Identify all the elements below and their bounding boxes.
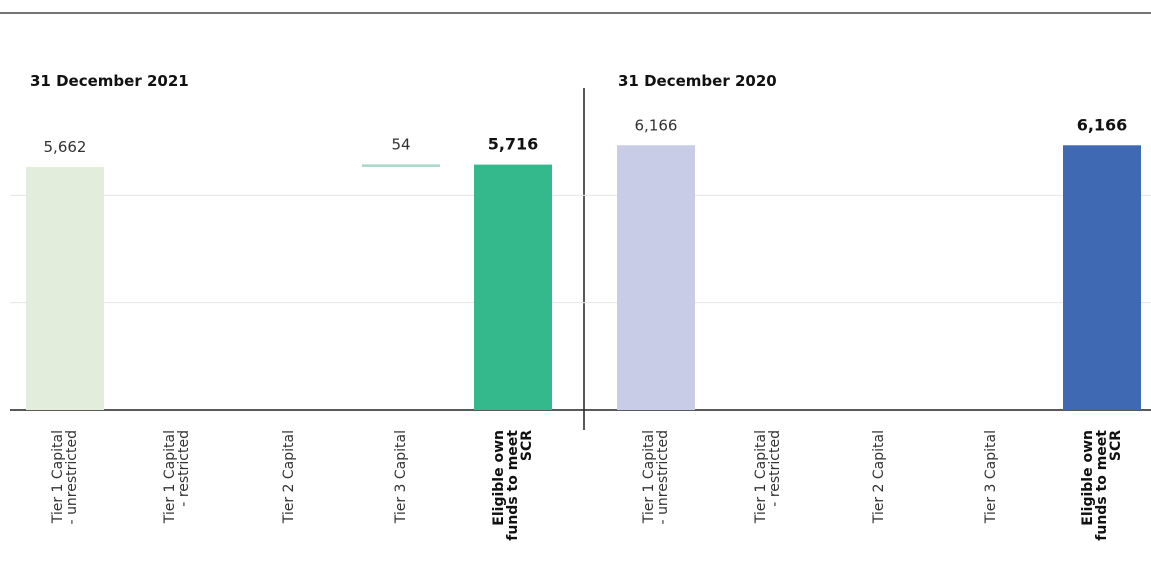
x-tick-label: Tier 2 Capital [281, 430, 297, 524]
x-tick-label: Tier 1 Capital - unrestricted [50, 430, 80, 525]
x-tick-label: Eligible own funds to meet SCR [491, 430, 535, 541]
bar [26, 166, 104, 410]
value-label: 6,166 [635, 116, 678, 134]
page: 31 December 2021 5,662 54 5,716 31 December … [0, 12, 1151, 541]
value-label: 54 [391, 135, 410, 153]
total-bar [1063, 145, 1141, 410]
panel-title: 31 December 2021 [30, 72, 189, 90]
x-tick-label: Tier 1 Capital - restricted [162, 430, 192, 524]
bar [617, 145, 695, 410]
x-tick-label: Tier 1 Capital - unrestricted [641, 430, 671, 525]
x-tick-label: Tier 2 Capital [871, 430, 887, 524]
value-label: 5,716 [488, 135, 539, 154]
bar [362, 164, 440, 167]
panel-title: 31 December 2020 [618, 72, 777, 90]
value-label: 5,662 [44, 138, 87, 156]
x-tick-label: Eligible own funds to meet SCR [1080, 430, 1124, 541]
x-tick-label: Tier 3 Capital [393, 430, 409, 524]
total-bar [474, 164, 552, 410]
chart: 31 December 2021 5,662 54 5,716 31 December … [0, 12, 1151, 430]
x-tick-label: Tier 3 Capital [982, 430, 999, 524]
x-tick-label: Tier 1 Capital - restricted [752, 430, 783, 524]
value-label: 6,166 [1077, 115, 1128, 134]
